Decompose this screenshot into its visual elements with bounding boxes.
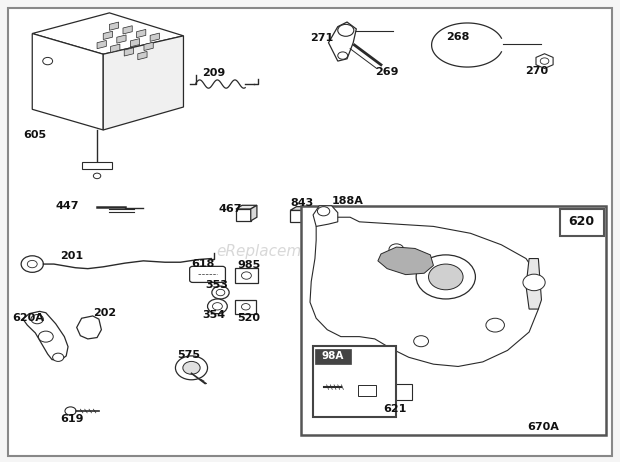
Circle shape — [27, 261, 37, 268]
Bar — [358, 385, 376, 396]
Polygon shape — [250, 205, 257, 221]
Bar — [313, 346, 396, 417]
Circle shape — [38, 331, 53, 342]
Polygon shape — [310, 217, 538, 366]
Circle shape — [540, 58, 549, 64]
Polygon shape — [236, 209, 250, 221]
Polygon shape — [109, 22, 118, 30]
Bar — [301, 206, 606, 435]
Circle shape — [213, 303, 223, 310]
Text: 621: 621 — [383, 404, 406, 414]
FancyBboxPatch shape — [236, 300, 256, 314]
Polygon shape — [110, 44, 120, 52]
Text: 670A: 670A — [527, 422, 559, 432]
Circle shape — [183, 361, 200, 374]
Circle shape — [216, 289, 225, 296]
Text: 201: 201 — [60, 251, 83, 261]
Text: 520: 520 — [237, 313, 260, 323]
Polygon shape — [104, 36, 184, 130]
Circle shape — [53, 353, 64, 361]
Polygon shape — [32, 34, 104, 130]
Polygon shape — [124, 48, 133, 56]
Polygon shape — [32, 13, 184, 54]
Polygon shape — [130, 39, 140, 47]
Polygon shape — [104, 31, 112, 40]
Circle shape — [523, 274, 545, 291]
Circle shape — [414, 336, 428, 346]
Polygon shape — [123, 26, 132, 34]
Text: 985: 985 — [237, 261, 260, 270]
Text: 188A: 188A — [332, 196, 363, 206]
Circle shape — [486, 318, 505, 332]
Text: 618: 618 — [192, 259, 215, 269]
Text: 98A: 98A — [322, 351, 344, 361]
Text: 575: 575 — [177, 350, 200, 360]
Polygon shape — [329, 22, 356, 61]
Polygon shape — [150, 33, 159, 41]
Text: 620A: 620A — [12, 313, 45, 323]
Bar — [560, 209, 604, 236]
Text: 619: 619 — [60, 414, 84, 424]
Polygon shape — [526, 259, 541, 309]
Circle shape — [241, 272, 251, 279]
Polygon shape — [117, 35, 126, 43]
Text: 620: 620 — [569, 215, 595, 228]
Text: 202: 202 — [93, 308, 116, 318]
Text: 268: 268 — [446, 32, 469, 42]
Text: 354: 354 — [202, 310, 225, 320]
Polygon shape — [136, 30, 146, 38]
Text: 447: 447 — [56, 201, 79, 211]
Polygon shape — [536, 54, 553, 68]
Circle shape — [428, 264, 463, 290]
Circle shape — [389, 244, 404, 255]
Text: 209: 209 — [202, 68, 225, 79]
Polygon shape — [378, 247, 433, 274]
Polygon shape — [138, 51, 147, 60]
Circle shape — [43, 57, 53, 65]
FancyBboxPatch shape — [387, 384, 412, 400]
Polygon shape — [308, 207, 314, 222]
Polygon shape — [313, 206, 338, 226]
Circle shape — [208, 299, 228, 314]
Circle shape — [317, 207, 330, 216]
FancyBboxPatch shape — [7, 8, 613, 456]
Text: 270: 270 — [526, 66, 549, 76]
Circle shape — [65, 407, 76, 415]
Polygon shape — [77, 316, 102, 339]
Text: 605: 605 — [23, 129, 46, 140]
Polygon shape — [236, 205, 257, 209]
FancyBboxPatch shape — [190, 267, 226, 282]
Circle shape — [31, 315, 43, 324]
Polygon shape — [290, 210, 308, 222]
Text: 467: 467 — [219, 204, 242, 214]
Circle shape — [21, 256, 43, 272]
Text: 269: 269 — [375, 67, 398, 77]
Circle shape — [175, 356, 208, 380]
Circle shape — [212, 286, 229, 299]
Polygon shape — [144, 42, 153, 50]
Polygon shape — [82, 162, 112, 169]
Polygon shape — [97, 40, 106, 49]
Circle shape — [338, 24, 354, 36]
Circle shape — [338, 52, 348, 59]
Polygon shape — [290, 207, 314, 210]
Circle shape — [94, 173, 101, 179]
Circle shape — [416, 255, 476, 299]
Polygon shape — [23, 311, 68, 360]
FancyBboxPatch shape — [236, 268, 257, 283]
Text: 843: 843 — [290, 199, 314, 208]
Circle shape — [241, 304, 250, 310]
Text: eReplacementParts.com: eReplacementParts.com — [216, 244, 404, 259]
Bar — [315, 349, 351, 364]
Text: 353: 353 — [205, 280, 228, 290]
Text: 271: 271 — [310, 33, 334, 43]
